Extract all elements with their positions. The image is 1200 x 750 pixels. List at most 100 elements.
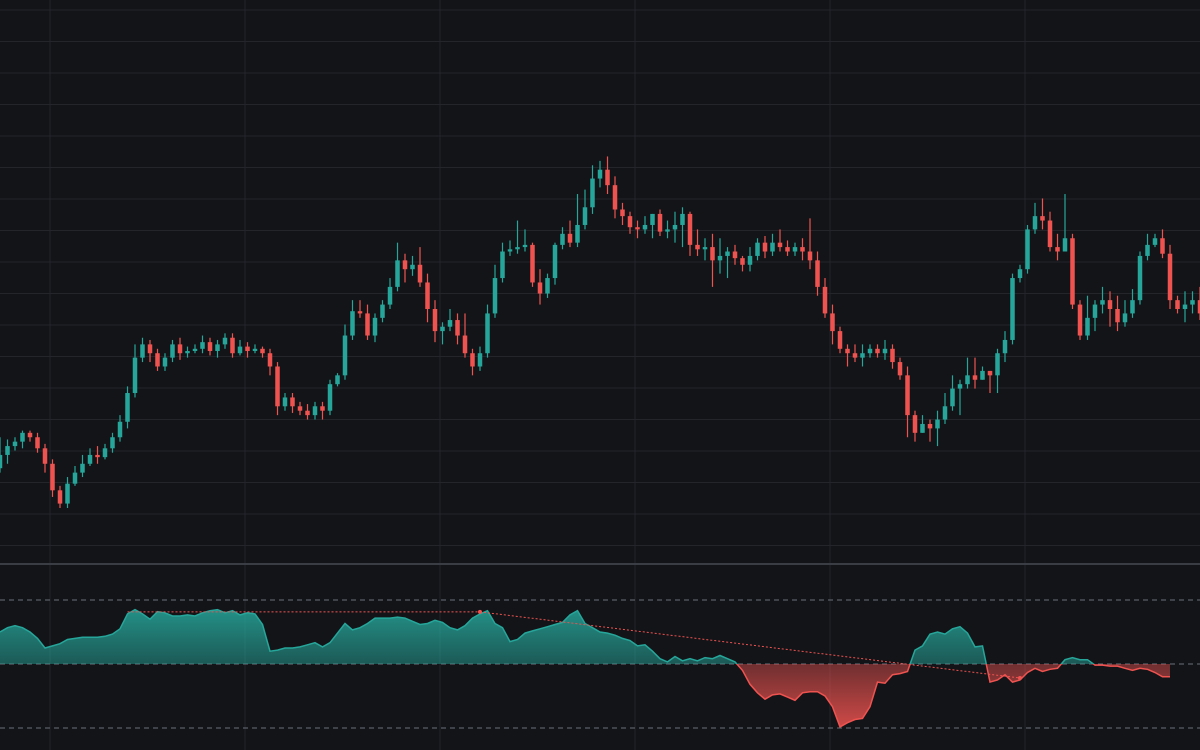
candle[interactable] [0,437,3,473]
candle[interactable] [627,211,633,234]
candle[interactable] [942,393,948,424]
candle[interactable] [732,244,738,265]
candle[interactable] [717,238,723,274]
candle[interactable] [365,304,370,340]
candle[interactable] [200,335,205,354]
candle[interactable] [485,304,490,358]
candle[interactable] [215,339,220,358]
candle[interactable] [822,278,828,318]
candle[interactable] [635,220,640,239]
candle[interactable] [245,342,250,358]
candle[interactable] [425,273,430,323]
candle[interactable] [470,348,475,376]
candle[interactable] [747,247,753,272]
candle[interactable] [957,379,963,416]
candle[interactable] [50,459,55,497]
candle[interactable] [1182,291,1188,323]
candle[interactable] [950,375,955,411]
candle[interactable] [1130,289,1135,318]
candle[interactable] [447,309,453,332]
candle[interactable] [372,313,378,343]
candle[interactable] [905,366,910,438]
candle[interactable] [440,322,445,345]
candle[interactable] [530,242,535,287]
candle[interactable] [87,448,93,466]
candle[interactable] [995,348,1000,394]
candle[interactable] [477,346,483,371]
candle[interactable] [185,346,190,358]
candle[interactable] [665,220,670,239]
candle[interactable] [117,415,123,442]
candle[interactable] [672,211,678,243]
candle[interactable] [1092,300,1098,332]
candle[interactable] [980,366,985,380]
candle[interactable] [237,339,243,356]
candle[interactable] [207,337,213,356]
candle[interactable] [1047,211,1053,252]
candle[interactable] [777,229,783,252]
candle[interactable] [657,209,663,237]
candle[interactable] [582,189,588,230]
candle[interactable] [102,443,108,460]
candle[interactable] [770,233,775,256]
candle[interactable] [290,393,295,413]
candle[interactable] [192,344,198,354]
candle[interactable] [335,373,340,387]
candle[interactable] [740,255,745,272]
candle[interactable] [1122,300,1128,327]
candle[interactable] [552,242,558,285]
candle[interactable] [1040,198,1045,230]
candlestick-series[interactable] [0,156,1200,508]
candle[interactable] [860,344,865,367]
candle[interactable] [147,339,153,363]
candle[interactable] [522,229,528,252]
candle[interactable] [252,344,258,354]
candle[interactable] [462,313,468,358]
candle[interactable] [342,324,348,380]
candle[interactable] [410,255,415,276]
candle[interactable] [830,304,835,345]
candle[interactable] [912,410,918,442]
candle[interactable] [515,220,520,254]
candle[interactable] [867,344,873,358]
candle[interactable] [807,218,813,270]
candle[interactable] [800,238,805,261]
candle[interactable] [1017,264,1023,283]
candle[interactable] [965,357,970,389]
candle[interactable] [222,333,228,349]
candle[interactable] [305,404,310,420]
candle[interactable] [792,242,798,256]
candle[interactable] [155,348,160,371]
candle[interactable] [1107,291,1113,327]
candle[interactable] [1032,202,1038,234]
candle[interactable] [1002,331,1008,363]
candle[interactable] [12,437,18,451]
candle[interactable] [545,273,550,298]
candle[interactable] [597,160,603,188]
candle[interactable] [1197,286,1200,321]
candle[interactable] [312,401,318,420]
candle[interactable] [575,194,580,248]
candle[interactable] [42,443,48,473]
candle[interactable] [1160,229,1165,259]
candle[interactable] [972,357,978,389]
candle[interactable] [620,202,625,225]
candle[interactable] [72,465,78,486]
candle[interactable] [890,344,895,369]
candle[interactable] [567,220,573,248]
candle[interactable] [882,339,888,360]
candle[interactable] [275,362,280,416]
candle[interactable] [57,485,63,508]
candle[interactable] [1175,295,1180,314]
candle[interactable] [1145,233,1150,261]
candle[interactable] [5,439,10,464]
candle[interactable] [927,419,933,442]
candle[interactable] [132,344,138,398]
candle[interactable] [725,247,730,279]
candle[interactable] [1085,295,1090,340]
candle[interactable] [612,176,618,219]
candle[interactable] [267,348,273,376]
candle[interactable] [297,401,303,416]
candle[interactable] [260,346,265,358]
candle[interactable] [417,247,423,287]
